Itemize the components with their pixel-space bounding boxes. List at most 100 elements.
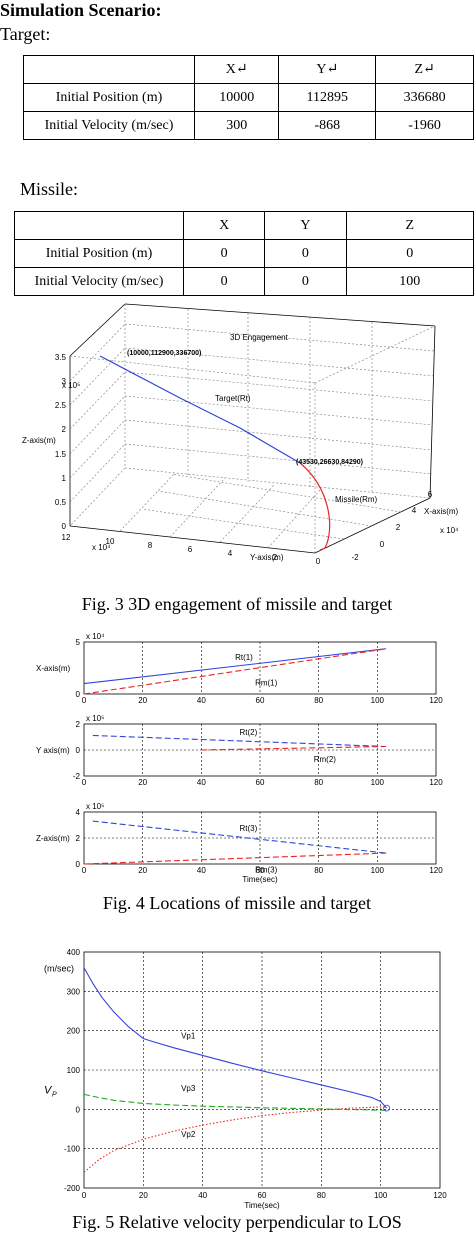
missile-parameters-table: X Y Z Initial Position (m) 0 0 0 Initial… [14, 211, 474, 296]
table-cell: 10000 [193, 83, 280, 112]
z-tick-label: 2.5 [55, 401, 67, 410]
missile-series-label: Missile(Rm) [335, 495, 378, 504]
box-back-edge [429, 325, 436, 499]
series-label: Rt(1) [235, 653, 253, 662]
series-line [83, 852, 387, 865]
row-label: Initial Position (m) [23, 83, 195, 112]
column-header-y: Y [264, 211, 347, 240]
axis-multiplier: x 10⁵ [86, 802, 104, 811]
x-tick-label: 120 [429, 696, 443, 705]
y-tick-label: -2 [73, 772, 81, 781]
series-label: Rt(3) [239, 824, 257, 833]
intercept-annotation: (43530,26630,84290) [296, 459, 363, 466]
y-tick-label: 8 [148, 541, 153, 550]
intercept-marker [383, 1104, 391, 1112]
z-tick-label: 0.5 [55, 498, 67, 507]
series-label: Vp2 [181, 1130, 196, 1139]
figure-5-caption: Fig. 5 Relative velocity perpendicular t… [72, 1212, 402, 1232]
target-label: Target: [0, 24, 51, 44]
x-tick-label: 60 [258, 1191, 267, 1200]
series-line [92, 734, 387, 748]
table-cell: 336680 [375, 83, 474, 112]
subplot: 0 20 40 60 80 100 120 0 2 4 x 10⁵ Z-axis(m) Time(sec… [36, 802, 443, 884]
column-header-x: X↵ [193, 55, 280, 84]
column-header-y: Y↵ [278, 55, 377, 84]
y-axis-label: V [44, 1085, 53, 1097]
x-tick-label: 60 [256, 866, 265, 875]
figure-3-3d-plot: 3D Engagement x 10⁵ Z-axis(m) Y-axis(m) … [22, 303, 459, 566]
x-tick-label: 40 [198, 1191, 207, 1200]
y-tick-label: 0 [76, 690, 81, 699]
z-axis-multiplier: x 10⁵ [62, 381, 80, 390]
table-header-row: X↵ Y↵ Z↵ [23, 55, 474, 84]
y-tick-label: 12 [62, 533, 71, 542]
table-row: Initial Position (m) 10000 112895 336680 [23, 83, 474, 112]
x-tick-label: 40 [197, 778, 206, 787]
column-header-x: X [182, 211, 266, 240]
series-label: Vp3 [181, 1084, 196, 1093]
x-tick-label: 0 [82, 778, 87, 787]
y-tick-label: 100 [67, 1066, 81, 1075]
table-cell: -1960 [375, 111, 474, 140]
y-tick-label: -100 [64, 1145, 81, 1154]
x-tick-label: 120 [429, 778, 443, 787]
y-tick-label: 2 [76, 834, 81, 843]
table-cell: 0 [264, 239, 347, 268]
table-corner-cell [14, 211, 184, 240]
row-label: Initial Position (m) [14, 239, 184, 268]
z-tick-label: 0 [62, 522, 67, 531]
box-top-edge [69, 303, 126, 357]
x-axis-label: Time(sec) [244, 1201, 280, 1210]
x-tick-labels: -2 0 2 4 6 [351, 490, 432, 562]
row-label: Initial Velocity (m/sec) [23, 111, 195, 140]
y-tick-label: 6 [188, 545, 193, 554]
x-tick-label: 0 [82, 866, 87, 875]
box-top-edge [124, 303, 436, 327]
table-cell: 0 [182, 239, 266, 268]
z-axis-label: Z-axis(m) [22, 436, 56, 445]
x-tick-label: 6 [428, 490, 433, 499]
figure-4-caption: Fig. 4 Locations of missile and target [102, 893, 372, 913]
x-tick-label: 100 [371, 866, 385, 875]
x-tick-label: 20 [139, 1191, 148, 1200]
y-tick-label: 2 [76, 720, 81, 729]
x-tick-label: 80 [314, 778, 323, 787]
table-corner-cell [23, 55, 195, 84]
y-tick-label: 5 [76, 638, 81, 647]
x-tick-label: 80 [317, 1191, 326, 1200]
x-tick-label: -2 [351, 553, 359, 562]
x-tick-label: 40 [197, 696, 206, 705]
missile-label: Missile: [20, 179, 79, 199]
column-header-z: Z↵ [375, 55, 474, 84]
y-tick-label: 2 [273, 553, 278, 562]
series-line [83, 967, 388, 1109]
x-tick-label: 40 [197, 866, 206, 875]
x-tick-label: 60 [256, 778, 265, 787]
x-tick-label: 120 [433, 1191, 447, 1200]
x-tick-label: 100 [374, 1191, 388, 1200]
x-tick-label: 20 [138, 696, 147, 705]
z-tick-label: 1 [62, 474, 67, 483]
y-tick-label: 200 [67, 1027, 81, 1036]
series-line [83, 648, 387, 685]
column-header-z: Z [345, 211, 474, 240]
x-tick-label: 0 [82, 1191, 87, 1200]
y-axis-label-subscript: P [52, 1092, 57, 1099]
axis-multiplier: x 10⁵ [86, 714, 104, 723]
missile-trajectory-line [299, 462, 331, 551]
y-axis-label: Z-axis(m) [36, 834, 70, 843]
series-line [92, 820, 387, 854]
table-cell: 0 [182, 267, 266, 296]
y-tick-label: -200 [64, 1184, 81, 1193]
y-tick-label: 4 [228, 549, 233, 558]
figure-3-caption: Fig. 3 3D engagement of missile and targ… [81, 594, 393, 614]
x-tick-label: 60 [256, 696, 265, 705]
series-line [201, 745, 387, 751]
x-axis-multiplier: x 10⁴ [440, 526, 459, 535]
target-series-label: Target(Rt) [215, 394, 251, 403]
unit-label: (m/sec) [44, 964, 74, 974]
x-tick-label: 20 [138, 778, 147, 787]
series-label: Rm(2) [314, 755, 337, 764]
y-axis-label: Y-axis(m) [250, 553, 284, 562]
table-row: Initial Velocity (m/sec) 300 -868 -1960 [23, 111, 474, 140]
